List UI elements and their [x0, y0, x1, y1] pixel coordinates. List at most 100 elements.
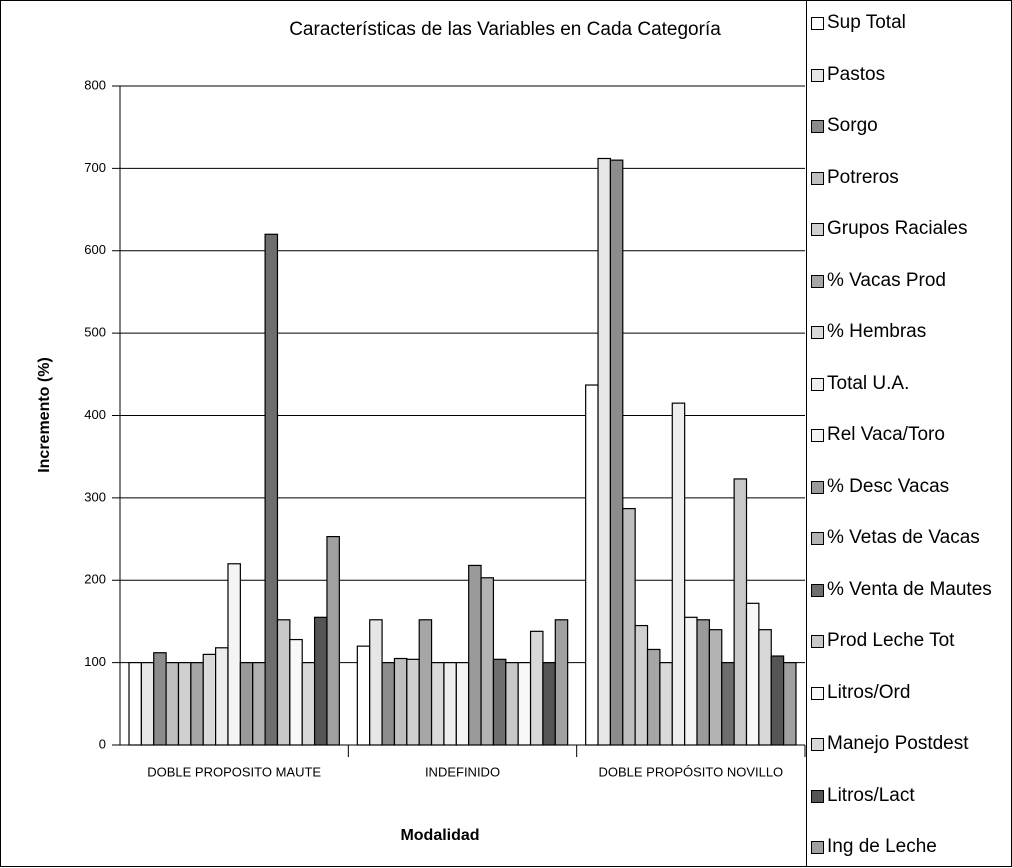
legend-swatch — [811, 480, 824, 494]
y-tick-label: 100 — [84, 654, 106, 669]
legend-label: % Hembras — [827, 321, 927, 342]
legend-swatch — [811, 377, 824, 391]
bar — [369, 619, 383, 746]
bar — [468, 564, 482, 746]
bar — [381, 662, 396, 746]
legend-swatch — [811, 171, 824, 185]
bar — [517, 662, 532, 746]
bar — [659, 662, 673, 746]
bar — [165, 662, 180, 746]
bar — [708, 629, 723, 746]
legend-entry: Prod Leche Tot — [811, 630, 1006, 651]
legend-entry: Pastos — [811, 64, 1006, 85]
legend-entry: % Desc Vacas — [811, 476, 1006, 497]
bar — [622, 507, 636, 746]
legend-entry: Manejo Postdest — [811, 733, 1006, 754]
legend-entry: Grupos Raciales — [811, 218, 1006, 239]
legend-label: Pastos — [827, 63, 886, 85]
bar — [696, 619, 710, 746]
bar — [554, 619, 569, 746]
legend-entry: % Vetas de Vacas — [811, 527, 1006, 548]
legend-entry: % Hembras — [811, 321, 1006, 342]
bar — [153, 652, 167, 746]
legend-swatch — [811, 686, 824, 700]
legend-entry: Total U.A. — [811, 373, 1006, 394]
bar — [646, 648, 661, 746]
x-tick-label: INDEFINIDO — [425, 764, 500, 779]
x-tick-label: DOBLE PROPÓSITO NOVILLO — [598, 764, 783, 779]
y-tick-label: 300 — [84, 489, 106, 504]
legend-label: Total U.A. — [827, 372, 910, 394]
legend-label: Manejo Postdest — [827, 733, 969, 754]
y-tick-label: 700 — [84, 160, 106, 175]
bar — [177, 662, 192, 746]
legend-swatch — [811, 583, 824, 597]
legend-swatch — [811, 429, 824, 442]
bar — [202, 653, 217, 746]
legend-label: Rel Vaca/Toro — [827, 424, 945, 445]
bar — [252, 662, 266, 746]
legend-entry: Sup Total — [811, 12, 1006, 33]
bar — [227, 563, 241, 746]
y-tick-label: 800 — [84, 77, 106, 92]
legend-entry: Ing de Leche — [811, 836, 1006, 857]
legend-entry: Litros/Lact — [811, 785, 1006, 806]
chart-title: Características de las Variables en Cada… — [289, 19, 721, 40]
y-tick-label: 0 — [99, 736, 106, 751]
legend-label: Litros/Ord — [827, 681, 911, 703]
bar — [276, 619, 291, 746]
legend-swatch — [811, 841, 824, 854]
legend-entry: % Vacas Prod — [811, 270, 1006, 291]
legend-label: Potreros — [827, 166, 899, 188]
legend-label: % Vacas Prod — [827, 269, 946, 291]
bar — [783, 662, 797, 746]
legend-label: % Venta de Mautes — [827, 578, 992, 600]
bar — [770, 655, 785, 746]
bar — [480, 577, 495, 746]
bar — [128, 662, 142, 746]
legend-swatch — [811, 635, 824, 648]
bar — [443, 662, 457, 746]
bar — [721, 662, 735, 746]
legend-entry: % Venta de Mautes — [811, 579, 1006, 600]
bar — [684, 616, 698, 746]
bar — [492, 658, 507, 746]
legend-label: % Desc Vacas — [827, 475, 950, 497]
bar — [190, 662, 204, 746]
legend-swatch — [811, 789, 824, 803]
legend-label: Litros/Lact — [827, 784, 915, 806]
bar — [313, 616, 328, 746]
legend-label: Grupos Raciales — [827, 218, 968, 239]
bar — [393, 657, 408, 746]
y-tick-label: 400 — [84, 407, 106, 422]
legend-label: Sorgo — [827, 115, 878, 136]
bar — [505, 662, 519, 746]
legend-label: Sup Total — [827, 12, 906, 33]
bar — [758, 629, 772, 746]
bar — [430, 662, 445, 746]
legend-entry: Litros/Ord — [811, 682, 1006, 703]
bar — [239, 662, 254, 746]
legend-swatch — [811, 17, 824, 30]
bar — [264, 233, 279, 746]
legend: Sup Total Pastos Sorgo Potreros Grupos Racia… — [806, 0, 1011, 866]
bar — [745, 602, 760, 746]
legend-swatch — [811, 223, 824, 236]
bar — [585, 384, 599, 746]
x-tick-label: DOBLE PROPOSITO MAUTE — [147, 764, 321, 779]
bar — [733, 478, 748, 746]
legend-entry: Rel Vaca/Toro — [811, 424, 1006, 445]
legend-swatch — [811, 326, 824, 339]
bar — [542, 662, 556, 746]
bar — [289, 638, 303, 746]
bar — [356, 645, 371, 746]
x-axis-label: Modalidad — [400, 827, 479, 844]
bar — [140, 662, 155, 746]
legend-swatch — [811, 274, 824, 288]
bar — [215, 647, 229, 746]
y-tick-label: 600 — [84, 242, 106, 257]
bar — [455, 662, 470, 746]
bar — [326, 535, 340, 746]
